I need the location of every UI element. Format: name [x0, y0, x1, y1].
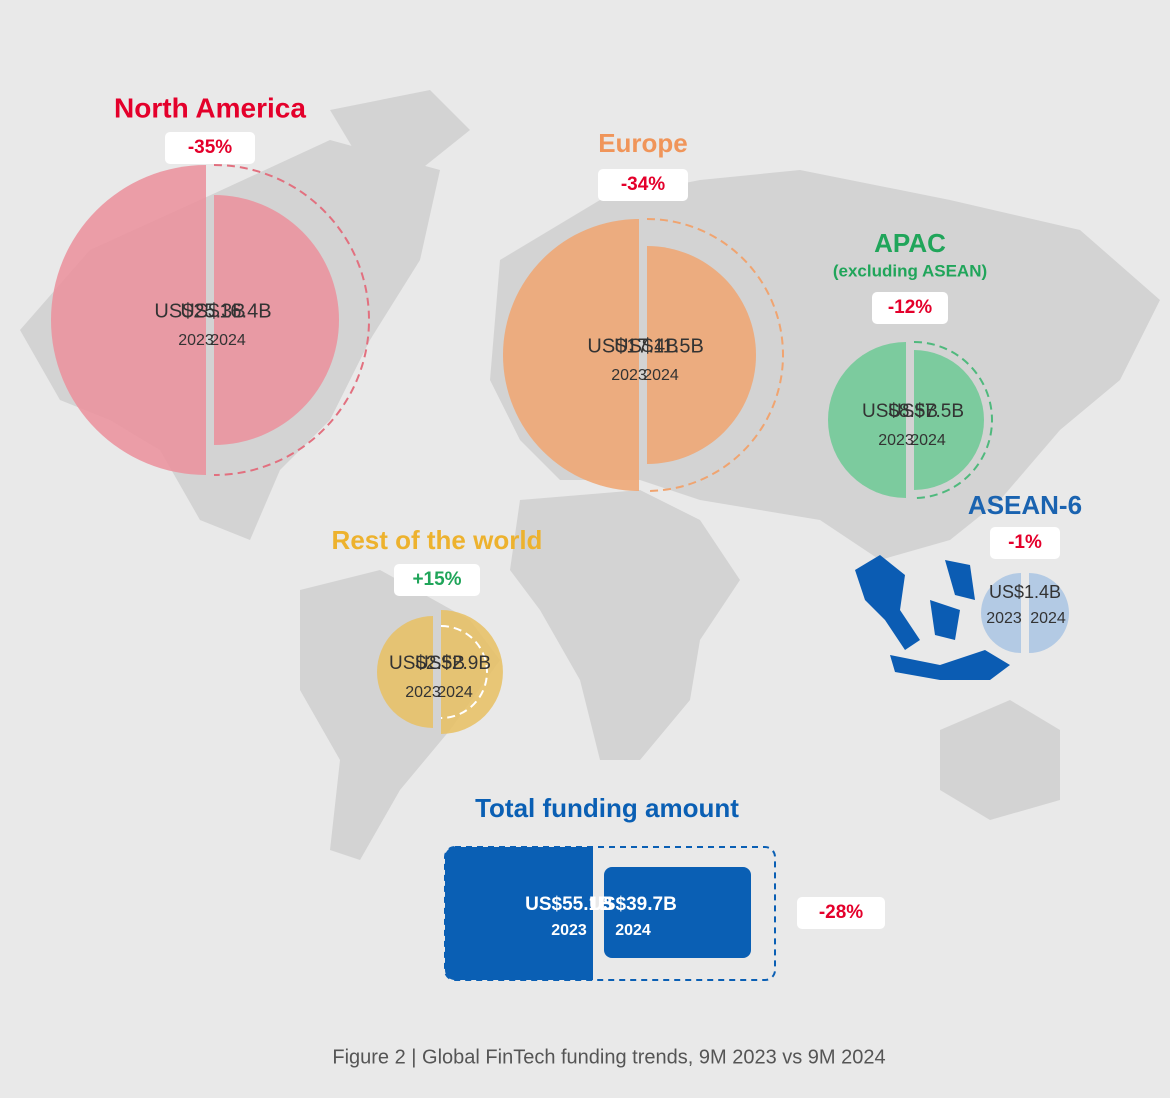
year-label: 2024	[910, 432, 946, 449]
region-title: ASEAN-6	[968, 490, 1082, 520]
region: Europe	[503, 128, 784, 492]
bubble-2024	[914, 350, 984, 490]
bubble-2023	[981, 573, 1021, 653]
value-label: US$7.5B	[888, 401, 964, 422]
value-label: US$1.4B	[989, 582, 1061, 602]
year-label: 2024	[643, 367, 679, 384]
region-title: Europe	[598, 128, 688, 158]
value-label: US$2.9B	[415, 653, 491, 674]
total-2024-box	[604, 867, 751, 958]
total-title: Total funding amount	[475, 793, 739, 823]
bubble-2023	[503, 219, 639, 491]
reference-outline	[913, 341, 993, 499]
change-label: -34%	[621, 174, 665, 195]
year-label: 2023	[878, 432, 914, 449]
caption: Figure 2 | Global FinTech funding trends…	[332, 1046, 885, 1068]
region-title: North America	[114, 92, 306, 123]
change-badge	[165, 132, 255, 164]
change-badge	[797, 897, 885, 929]
region: ASEAN-6	[968, 490, 1082, 653]
bubble-2023	[828, 342, 906, 498]
bubble-2024	[647, 246, 756, 464]
value-label: US$17.4B	[587, 335, 678, 357]
total-year: 2024	[615, 922, 651, 939]
year-label: 2023	[405, 684, 441, 701]
change-label: -28%	[819, 902, 863, 923]
year-label: 2023	[178, 332, 214, 349]
region-title: APAC	[874, 228, 946, 258]
change-label: -35%	[188, 137, 232, 158]
asean-map	[855, 555, 1010, 680]
change-badge	[990, 527, 1060, 559]
bubble-2023	[51, 165, 206, 475]
region-title: Rest of the world	[332, 525, 543, 555]
change-badge	[872, 292, 948, 324]
reference-outline	[646, 218, 784, 492]
change-label: +15%	[412, 569, 461, 590]
value-label: US$11.5B	[614, 335, 704, 357]
total-value: US$39.7B	[589, 894, 677, 915]
total-year: 2023	[551, 922, 587, 939]
region: North America	[51, 92, 370, 476]
region: APAC (excluding ASEAN)	[828, 228, 993, 499]
bubble-2024	[214, 195, 339, 445]
change-badge	[598, 169, 688, 201]
bubble-2023	[377, 616, 433, 728]
value-label: US$8.5B	[862, 401, 938, 422]
value-label: US$2.5B	[389, 653, 465, 674]
year-label: 2024	[210, 332, 246, 349]
change-label: -12%	[888, 297, 932, 318]
region-subtitle: (excluding ASEAN)	[833, 261, 987, 280]
value-label: US$25.3B	[154, 300, 245, 322]
change-badge	[394, 564, 480, 596]
value-label: US$16.4B	[180, 300, 271, 322]
year-label: 2024	[1030, 610, 1066, 627]
year-label: 2024	[437, 684, 473, 701]
bubble-2024	[1029, 573, 1069, 653]
reference-outline	[440, 625, 488, 719]
change-label: -1%	[1008, 532, 1042, 553]
year-label: 2023	[986, 610, 1022, 627]
year-label: 2023	[611, 367, 647, 384]
region: Rest of the world	[332, 525, 543, 734]
bubble-2024	[441, 610, 503, 734]
total-2023-box	[445, 847, 593, 980]
total-value: US$55.1B	[525, 894, 613, 915]
